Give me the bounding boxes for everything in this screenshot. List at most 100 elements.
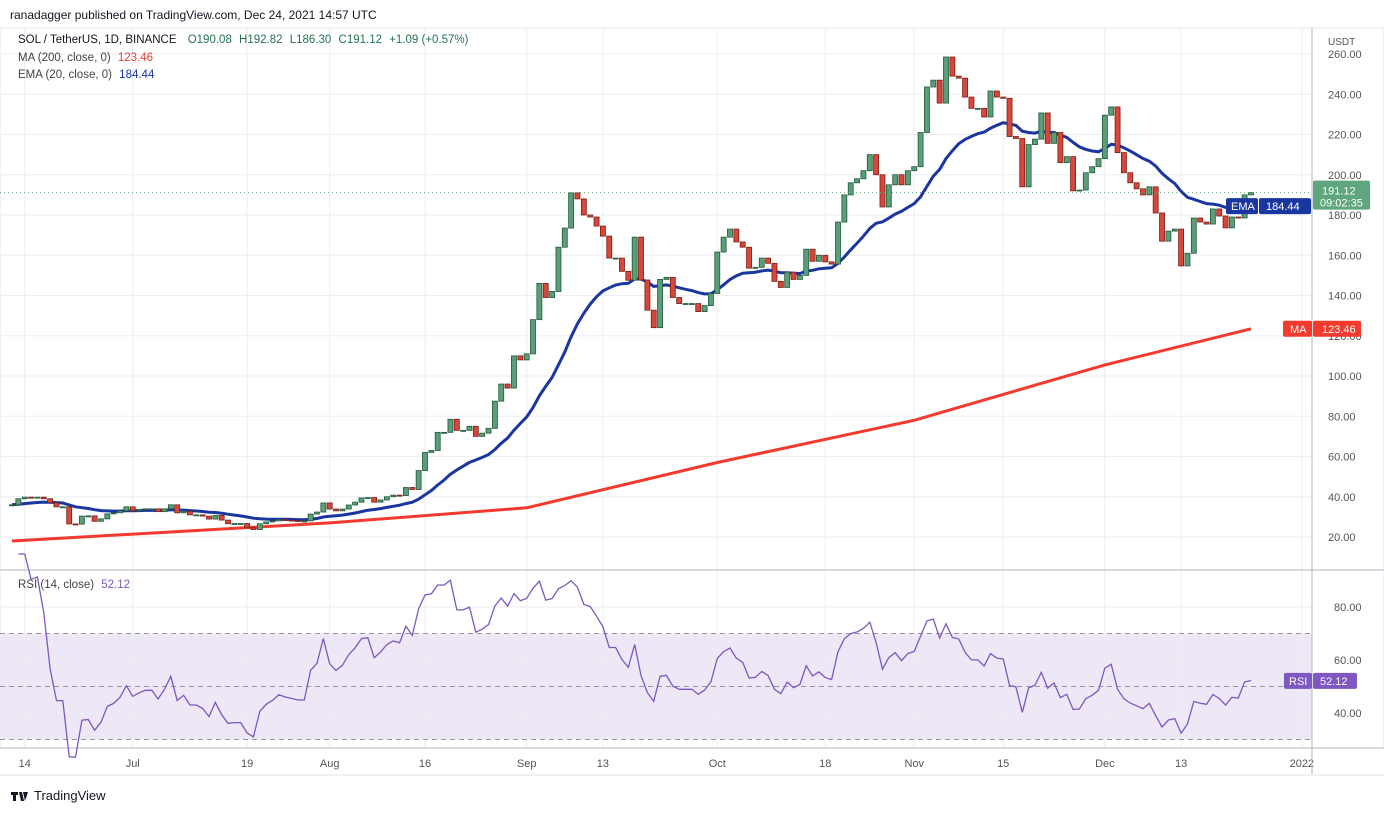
candle xyxy=(803,248,810,276)
candle xyxy=(650,309,657,329)
candle xyxy=(822,254,829,263)
candle xyxy=(1235,216,1242,219)
candle xyxy=(517,355,524,361)
ema-legend[interactable]: EMA (20, close, 0) 184.44 xyxy=(18,69,154,81)
candle xyxy=(1222,215,1229,229)
x-tick-label: 13 xyxy=(1175,758,1187,770)
currency-label: USDT xyxy=(1328,37,1355,48)
candle xyxy=(1108,106,1115,116)
x-tick-label: 14 xyxy=(19,758,31,770)
low-value: L186.30 xyxy=(289,34,332,46)
candle xyxy=(383,496,390,501)
tradingview-logo-icon xyxy=(11,791,28,801)
published-by: ranadagger published on TradingView.com,… xyxy=(10,8,377,22)
candle xyxy=(835,221,841,265)
candle xyxy=(47,498,54,504)
candle xyxy=(1216,208,1223,217)
x-tick-label: Aug xyxy=(320,758,340,770)
candle xyxy=(1146,186,1153,196)
candle xyxy=(1095,158,1102,168)
candle xyxy=(263,521,270,525)
rsi-band xyxy=(0,633,1312,740)
y-tick-label: 260.00 xyxy=(1328,49,1362,61)
candle xyxy=(1051,132,1057,144)
candle xyxy=(580,198,587,216)
candle xyxy=(1190,217,1197,254)
candle xyxy=(847,182,854,196)
candle xyxy=(892,174,899,186)
candle xyxy=(771,262,778,282)
candle xyxy=(142,508,149,511)
tradingview-logo[interactable]: TradingView xyxy=(10,788,106,803)
candle xyxy=(765,257,772,264)
footer-brand: TradingView xyxy=(34,788,106,803)
candle xyxy=(987,90,994,118)
candle xyxy=(644,279,651,311)
candle xyxy=(1070,156,1076,192)
candle xyxy=(460,429,467,432)
candle xyxy=(758,257,765,268)
symbol-name[interactable]: SOL / TetherUS, 1D, BINANCE xyxy=(18,34,177,46)
candle xyxy=(854,178,860,184)
candle xyxy=(498,383,505,402)
candle xyxy=(345,504,352,510)
candle xyxy=(1165,230,1172,242)
candle xyxy=(250,527,257,530)
candle xyxy=(34,496,41,499)
candle xyxy=(574,192,581,200)
candle xyxy=(720,236,727,253)
rsi-legend[interactable]: RSI (14, close) 52.12 xyxy=(18,579,130,591)
candle xyxy=(1159,212,1165,242)
candle xyxy=(816,254,822,262)
x-tick-label: 15 xyxy=(997,758,1009,770)
candle xyxy=(1197,217,1204,223)
candle xyxy=(904,170,911,186)
candle xyxy=(358,497,365,503)
candle xyxy=(549,291,555,298)
candle xyxy=(663,276,670,280)
candle xyxy=(511,355,517,389)
candle xyxy=(256,523,263,530)
candle xyxy=(1203,221,1210,225)
candle xyxy=(98,518,104,522)
candle xyxy=(218,515,225,521)
y-tick-label: 200.00 xyxy=(1328,170,1362,182)
candle xyxy=(1000,96,1007,99)
symbol-legend: SOL / TetherUS, 1D, BINANCE O190.08 H192… xyxy=(18,34,468,46)
x-tick-label: 13 xyxy=(597,758,609,770)
candle xyxy=(136,509,142,512)
candle xyxy=(796,274,803,280)
candle xyxy=(1229,216,1235,229)
candle xyxy=(974,107,981,110)
candle xyxy=(390,494,397,498)
ema-tag xyxy=(1259,198,1311,215)
y-tick-label: 160.00 xyxy=(1328,250,1362,262)
candle xyxy=(123,506,130,512)
candle xyxy=(1127,172,1134,184)
candle xyxy=(117,510,123,514)
candle xyxy=(1209,208,1216,225)
y-tick-label: 180.00 xyxy=(1328,210,1362,222)
y-tick-label: 220.00 xyxy=(1328,130,1362,142)
x-tick-label: 16 xyxy=(419,758,431,770)
candle xyxy=(453,418,460,431)
y-tick-label: 80.00 xyxy=(1328,411,1356,423)
candle xyxy=(225,519,231,525)
candle xyxy=(1248,192,1254,196)
candle xyxy=(333,508,339,512)
candle xyxy=(396,494,403,497)
candle xyxy=(568,192,575,229)
candle xyxy=(167,504,174,510)
candle xyxy=(1044,112,1051,144)
candle xyxy=(1013,136,1019,139)
candle xyxy=(917,132,924,168)
rsi-name-tag xyxy=(1284,672,1312,689)
candle xyxy=(1057,132,1064,164)
candle xyxy=(828,261,835,265)
candle xyxy=(352,501,359,506)
y-tick-label: 20.00 xyxy=(1328,532,1356,544)
ma-legend[interactable]: MA (200, close, 0) 123.46 xyxy=(18,52,153,64)
candle xyxy=(15,498,22,506)
candle xyxy=(403,487,409,496)
